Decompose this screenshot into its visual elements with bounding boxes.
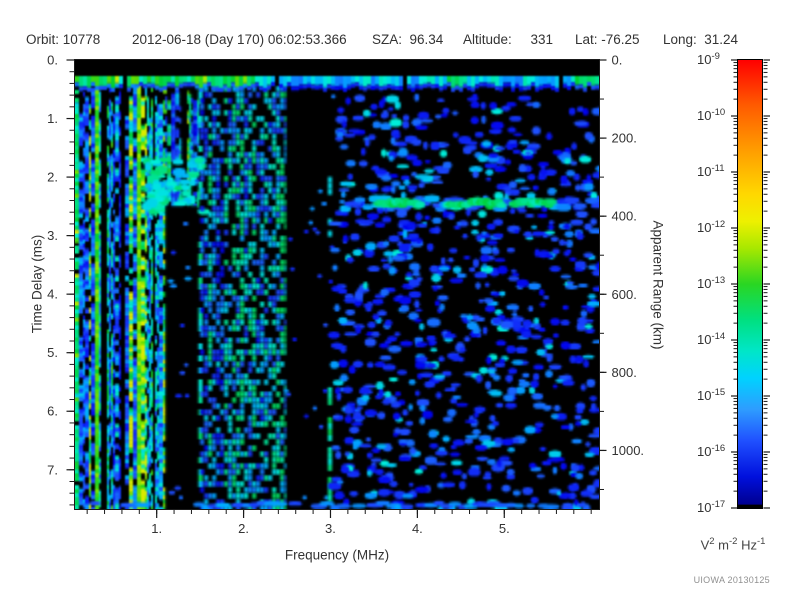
axis-tick-label: 2.: [47, 170, 58, 185]
y-axis-title: Time Delay (ms): [29, 234, 45, 334]
axis-tick-label: 1000.: [612, 443, 645, 458]
header-long: Long: 31.24: [663, 32, 739, 47]
axis-tick-label: 4.: [412, 521, 423, 536]
header-orbit: Orbit: 10778: [26, 32, 101, 47]
header-sza: SZA: 96.34: [372, 32, 444, 47]
x-axis-title: Frequency (MHz): [284, 547, 390, 563]
axis-tick-label: 10-11: [697, 163, 725, 179]
unit-v: V: [700, 537, 710, 553]
axis-tick-label: 4.: [47, 287, 58, 302]
axis-tick-label: 10-12: [697, 219, 725, 235]
axis-tick-label: 10-15: [697, 387, 725, 403]
axis-tick-label: 10-13: [697, 275, 725, 291]
footer-credit: UIOWA 20130125: [693, 575, 770, 585]
axis-tick-label: 1.: [47, 111, 58, 126]
unit-m-exp: -2: [729, 536, 738, 547]
spectrogram-canvas: [75, 60, 599, 509]
y2-axis-title: Apparent Range (km): [650, 220, 666, 350]
axis-tick-label: 6.: [47, 404, 58, 419]
axis-tick-label: 10-17: [697, 499, 725, 515]
axis-tick-label: 5.: [499, 521, 510, 536]
axis-tick-label: 3.: [325, 521, 336, 536]
unit-v-exp: 2: [709, 536, 715, 547]
unit-hz-exp: -1: [756, 536, 766, 547]
axis-tick-label: 2.: [238, 521, 249, 536]
axis-tick-label: 200.: [612, 131, 637, 146]
axis-tick-label: 0.: [47, 53, 58, 68]
axis-tick-label: 10-9: [697, 51, 720, 67]
header-altitude: Altitude: 331: [463, 32, 554, 47]
axis-tick-label: 600.: [612, 287, 637, 302]
axis-tick-label: 3.: [47, 228, 58, 243]
unit-hz: Hz: [741, 537, 757, 553]
axis-tick-label: 10-10: [697, 107, 725, 123]
axis-tick-label: 1.: [151, 521, 162, 536]
axis-tick-label: 5.: [47, 345, 58, 360]
header-datetime: 2012-06-18 (Day 170) 06:02:53.366: [132, 32, 347, 47]
axis-tick-label: 10-14: [697, 331, 725, 347]
unit-m: m: [718, 537, 730, 553]
axis-tick-label: 800.: [612, 365, 637, 380]
header-lat: Lat: -76.25: [575, 32, 640, 47]
colorbar: [737, 59, 763, 509]
colorbar-unit-label: V2 m-2 Hz-1: [701, 536, 766, 552]
axis-tick-label: 400.: [612, 209, 637, 224]
axis-tick-label: 0.: [612, 53, 623, 68]
axis-tick-label: 10-16: [697, 443, 725, 459]
axis-tick-label: 7.: [47, 462, 58, 477]
